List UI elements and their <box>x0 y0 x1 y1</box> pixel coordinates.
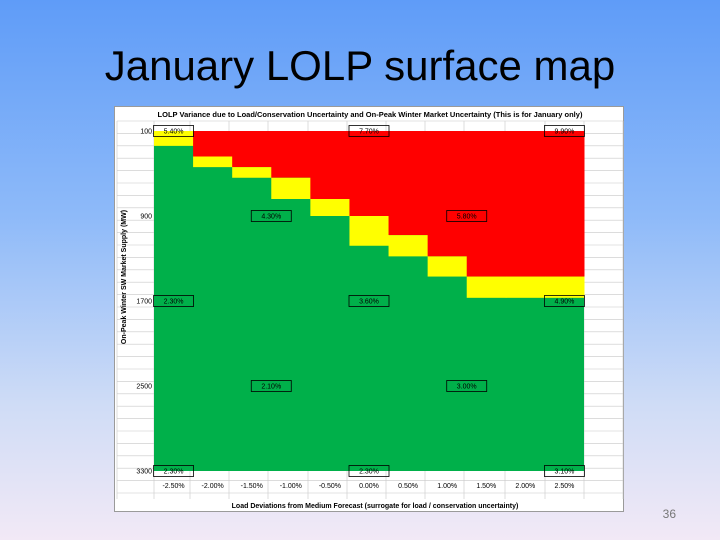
annotation-label: 2.10% <box>261 384 281 391</box>
annotation-label: 2.30% <box>164 299 184 306</box>
annotation-box <box>544 295 585 307</box>
annotation-label: 9.90% <box>555 129 575 136</box>
zone-cell-red <box>232 131 272 168</box>
annotation-label: 5.80% <box>457 214 477 221</box>
y-tick-label: 2500 <box>136 384 152 391</box>
zone-cell-red <box>388 131 429 236</box>
chart-title: LOLP Variance due to Load/Conservation U… <box>158 110 583 119</box>
x-tick-label: 1.50% <box>476 483 496 490</box>
annotation-box <box>153 125 194 137</box>
annotation-label: 3.10% <box>555 469 575 476</box>
slide-title: January LOLP surface map <box>104 42 616 89</box>
zone-cell-red <box>544 131 585 277</box>
y-tick-label: 1700 <box>136 299 152 306</box>
y-tick-label: 3300 <box>136 469 152 476</box>
annotation-label: 2.30% <box>164 469 184 476</box>
annotation-box <box>348 465 390 477</box>
zone-cell-yellow <box>232 167 272 178</box>
annotation-box <box>153 295 194 307</box>
zone-cell-red <box>505 131 546 277</box>
annotation-box <box>446 380 488 392</box>
zone-layer <box>154 131 585 471</box>
annotation-label: 5.40% <box>164 129 184 136</box>
lolp-heatmap-chart: 5.40% 7.70% 9.90% 4.30% 5.80% 2.30% 3.60% 4.90%… <box>116 110 624 510</box>
zone-cell-red <box>193 131 233 157</box>
annotation-layer: 5.40% 7.70% 9.90% 4.30% 5.80% 2.30% 3.60% 4.90%… <box>153 125 585 477</box>
zone-cell-red <box>310 131 350 199</box>
zone-cell-red <box>271 131 311 178</box>
chart-frame: 5.40% 7.70% 9.90% 4.30% 5.80% 2.30% 3.60% 4.90%… <box>114 106 624 512</box>
annotation-label: 2.30% <box>359 469 379 476</box>
x-tick-label: 1.00% <box>437 483 457 490</box>
x-tick-label: 2.50% <box>555 483 575 490</box>
zone-cell-red <box>466 131 507 277</box>
x-tick-label: 0.00% <box>359 483 379 490</box>
x-tick-label: -1.00% <box>280 483 302 490</box>
annotation-box <box>348 295 390 307</box>
zone-cell-red <box>349 131 390 216</box>
zone-cell-yellow <box>505 276 546 298</box>
x-tick-label: -0.50% <box>319 483 341 490</box>
zone-cell-yellow <box>154 131 194 146</box>
x-tick-label: -2.50% <box>162 483 184 490</box>
annotation-box <box>250 380 292 392</box>
y-axis-label: On-Peak Winter SW Market Supply (MW) <box>121 210 128 344</box>
zone-cell-yellow <box>544 276 585 298</box>
zone-cell-yellow <box>310 199 350 216</box>
annotation-label: 7.70% <box>359 129 379 136</box>
x-tick-label: 2.00% <box>515 483 535 490</box>
annotation-box <box>544 465 585 477</box>
annotation-label: 4.90% <box>555 299 575 306</box>
annotation-box <box>153 465 194 477</box>
annotation-box <box>446 210 488 222</box>
annotation-box <box>544 125 585 137</box>
x-tick-label: -1.50% <box>241 483 263 490</box>
zone-cell-yellow <box>349 216 390 246</box>
zone-cell-yellow <box>271 177 311 199</box>
zone-cell-yellow <box>427 256 468 277</box>
x-axis-label: Load Deviations from Medium Forecast (su… <box>232 503 519 510</box>
page-number: 36 <box>662 507 676 521</box>
annotation-label: 3.60% <box>359 299 379 306</box>
zone-cell-yellow <box>466 276 507 298</box>
zone-cell-yellow <box>388 235 429 257</box>
y-tick-label: 100 <box>140 129 152 136</box>
y-tick-label: 900 <box>140 214 152 221</box>
annotation-box <box>348 125 390 137</box>
zone-cell-red <box>427 131 468 257</box>
x-tick-label: -2.00% <box>202 483 224 490</box>
annotation-label: 3.00% <box>457 384 477 391</box>
annotation-label: 4.30% <box>261 214 281 221</box>
annotation-box <box>250 210 292 222</box>
x-tick-label: 0.50% <box>398 483 418 490</box>
zone-cell-yellow <box>193 156 233 168</box>
